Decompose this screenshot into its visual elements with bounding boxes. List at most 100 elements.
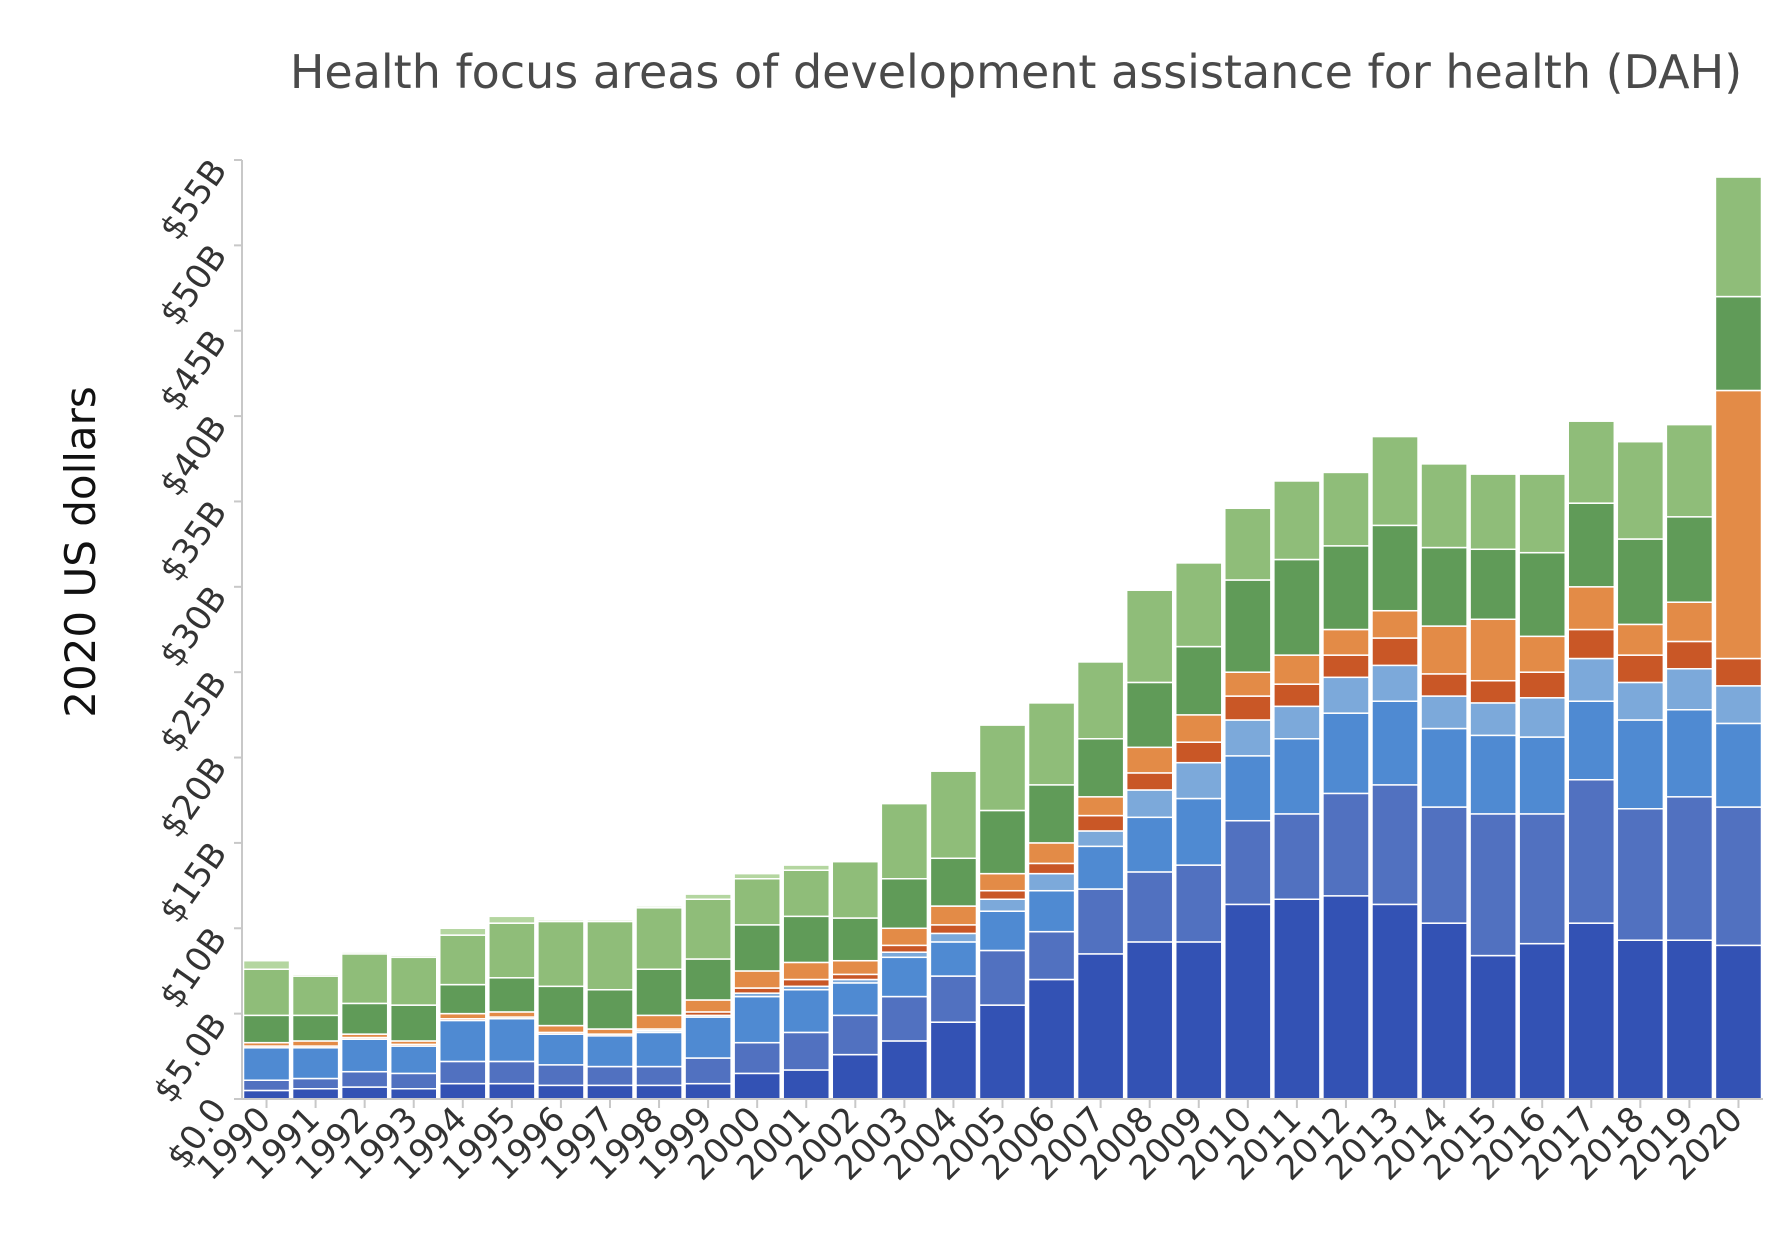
bar-segment-2002-s2	[831, 1014, 880, 1056]
bar-segment-2007-s3	[1076, 845, 1125, 890]
bar-segment-2005-s2	[978, 949, 1027, 1006]
bar-segment-2001-s5	[782, 978, 831, 988]
bar-segment-1995-s1	[488, 1082, 536, 1100]
bar-segment-1991-s2	[291, 1077, 340, 1090]
bar-segment-2000-s8	[733, 878, 781, 926]
bar-segment-1999-s3	[684, 1016, 732, 1059]
bar-segment-2018-s3	[1616, 719, 1665, 810]
bar-segment-1991-s3	[291, 1047, 340, 1080]
bar-segment-2008-s5	[1125, 772, 1174, 791]
bar-segment-2001-s8	[782, 869, 831, 918]
bar-segment-2006-s2	[1027, 930, 1076, 981]
bar-segment-2002-s6	[831, 959, 880, 976]
bar-segment-2007-s2	[1076, 888, 1125, 955]
y-tick-label: $30B	[152, 579, 235, 674]
bar-segment-2006-s1	[1027, 978, 1076, 1100]
bar-segment-1998-s9	[635, 905, 683, 909]
bar-segment-2015-s6	[1469, 618, 1517, 682]
bar-segment-2009-s5	[1174, 741, 1223, 764]
bar-segment-1993-s2	[389, 1072, 438, 1090]
bar-stack-1990	[242, 959, 291, 1100]
bar-segment-2006-s5	[1027, 862, 1076, 875]
bar-segment-2003-s6	[880, 927, 929, 947]
bar-segment-2016-s3	[1518, 736, 1566, 815]
bar-segment-2018-s8	[1616, 440, 1665, 540]
bar-segment-1990-s7	[242, 1014, 291, 1044]
bar-segment-2019-s2	[1665, 796, 1714, 941]
bar-segment-1994-s9	[439, 927, 487, 936]
bar-stack-1994	[439, 927, 487, 1100]
bar-stack-2002	[831, 860, 880, 1100]
bar-segment-2001-s9	[782, 864, 831, 871]
bar-stack-1991	[291, 973, 340, 1100]
bar-stack-2016	[1518, 473, 1566, 1100]
bar-segment-2008-s7	[1125, 681, 1174, 749]
bar-stack-1999	[684, 893, 732, 1100]
bar-segment-2007-s5	[1076, 814, 1125, 832]
bar-segment-2003-s4	[880, 951, 929, 959]
bar-segment-2005-s6	[978, 872, 1027, 892]
bar-segment-2005-s8	[978, 724, 1027, 812]
bar-segment-2018-s2	[1616, 808, 1665, 941]
bar-segment-2010-s3	[1224, 755, 1272, 822]
bar-segment-1998-s6	[635, 1014, 683, 1030]
y-tick-label: $40B	[152, 408, 235, 503]
bar-segment-2004-s7	[929, 857, 978, 907]
bar-segment-2000-s6	[733, 970, 781, 989]
bar-segment-2000-s1	[733, 1072, 781, 1100]
bar-stack-2005	[978, 724, 1027, 1100]
chart-title: Health focus areas of development assist…	[290, 45, 1742, 99]
bar-segment-2001-s7	[782, 915, 831, 964]
bar-segment-1999-s2	[684, 1057, 732, 1085]
bar-segment-1990-s9	[242, 959, 291, 971]
bar-segment-2010-s7	[1224, 579, 1272, 673]
bar-segment-1997-s2	[586, 1065, 634, 1087]
bar-segment-1994-s2	[439, 1060, 487, 1085]
bar-segment-2017-s5	[1567, 628, 1616, 660]
bar-segment-2017-s2	[1567, 778, 1616, 924]
bar-segment-2016-s6	[1518, 635, 1566, 673]
bar-segment-2002-s8	[831, 860, 880, 919]
bar-segment-2019-s8	[1665, 423, 1714, 518]
bar-segment-2011-s3	[1273, 738, 1321, 815]
bar-segment-1998-s3	[635, 1031, 683, 1068]
bar-segment-2008-s6	[1125, 746, 1174, 774]
bar-segment-2014-s8	[1420, 463, 1468, 549]
bar-segment-2011-s6	[1273, 654, 1321, 685]
bar-segment-2013-s3	[1371, 700, 1419, 786]
bar-segment-2016-s4	[1518, 697, 1566, 738]
bar-segment-2012-s2	[1322, 792, 1370, 897]
bar-segment-1995-s2	[488, 1060, 536, 1085]
bar-segment-2002-s5	[831, 973, 880, 981]
bar-stack-2011	[1273, 480, 1321, 1100]
bar-stack-2019	[1665, 423, 1714, 1100]
bar-segment-1995-s7	[488, 977, 536, 1013]
bar-stack-1997	[586, 918, 634, 1100]
bar-segment-2016-s5	[1518, 671, 1566, 699]
bar-segment-2011-s5	[1273, 683, 1321, 708]
bar-segment-2005-s5	[978, 889, 1027, 901]
bar-segment-2003-s8	[880, 802, 929, 880]
bar-segment-2012-s1	[1322, 895, 1370, 1100]
bar-segment-2009-s8	[1174, 562, 1223, 648]
bar-segment-1999-s6	[684, 999, 732, 1013]
bar-segment-2017-s7	[1567, 502, 1616, 588]
bar-segment-1996-s2	[537, 1064, 585, 1087]
bar-segment-2009-s3	[1174, 797, 1223, 866]
bar-segment-1994-s3	[439, 1019, 487, 1063]
y-tick-label: $10B	[152, 920, 235, 1015]
bar-stack-1996	[537, 918, 585, 1100]
bar-segment-2010-s5	[1224, 695, 1272, 721]
bar-segment-2017-s1	[1567, 922, 1616, 1100]
bar-segment-2013-s1	[1371, 903, 1419, 1100]
bar-segment-2007-s7	[1076, 738, 1125, 798]
bar-segment-2013-s4	[1371, 664, 1419, 702]
bar-segment-2019-s1	[1665, 939, 1714, 1100]
bar-segment-2020-s2	[1714, 806, 1763, 947]
bar-segment-2010-s2	[1224, 819, 1272, 906]
y-tick-label: $35B	[152, 494, 235, 589]
bar-segment-2019-s5	[1665, 640, 1714, 670]
bar-segment-2006-s3	[1027, 889, 1076, 933]
bar-segment-2015-s3	[1469, 734, 1517, 815]
bar-segment-1991-s1	[291, 1088, 340, 1100]
